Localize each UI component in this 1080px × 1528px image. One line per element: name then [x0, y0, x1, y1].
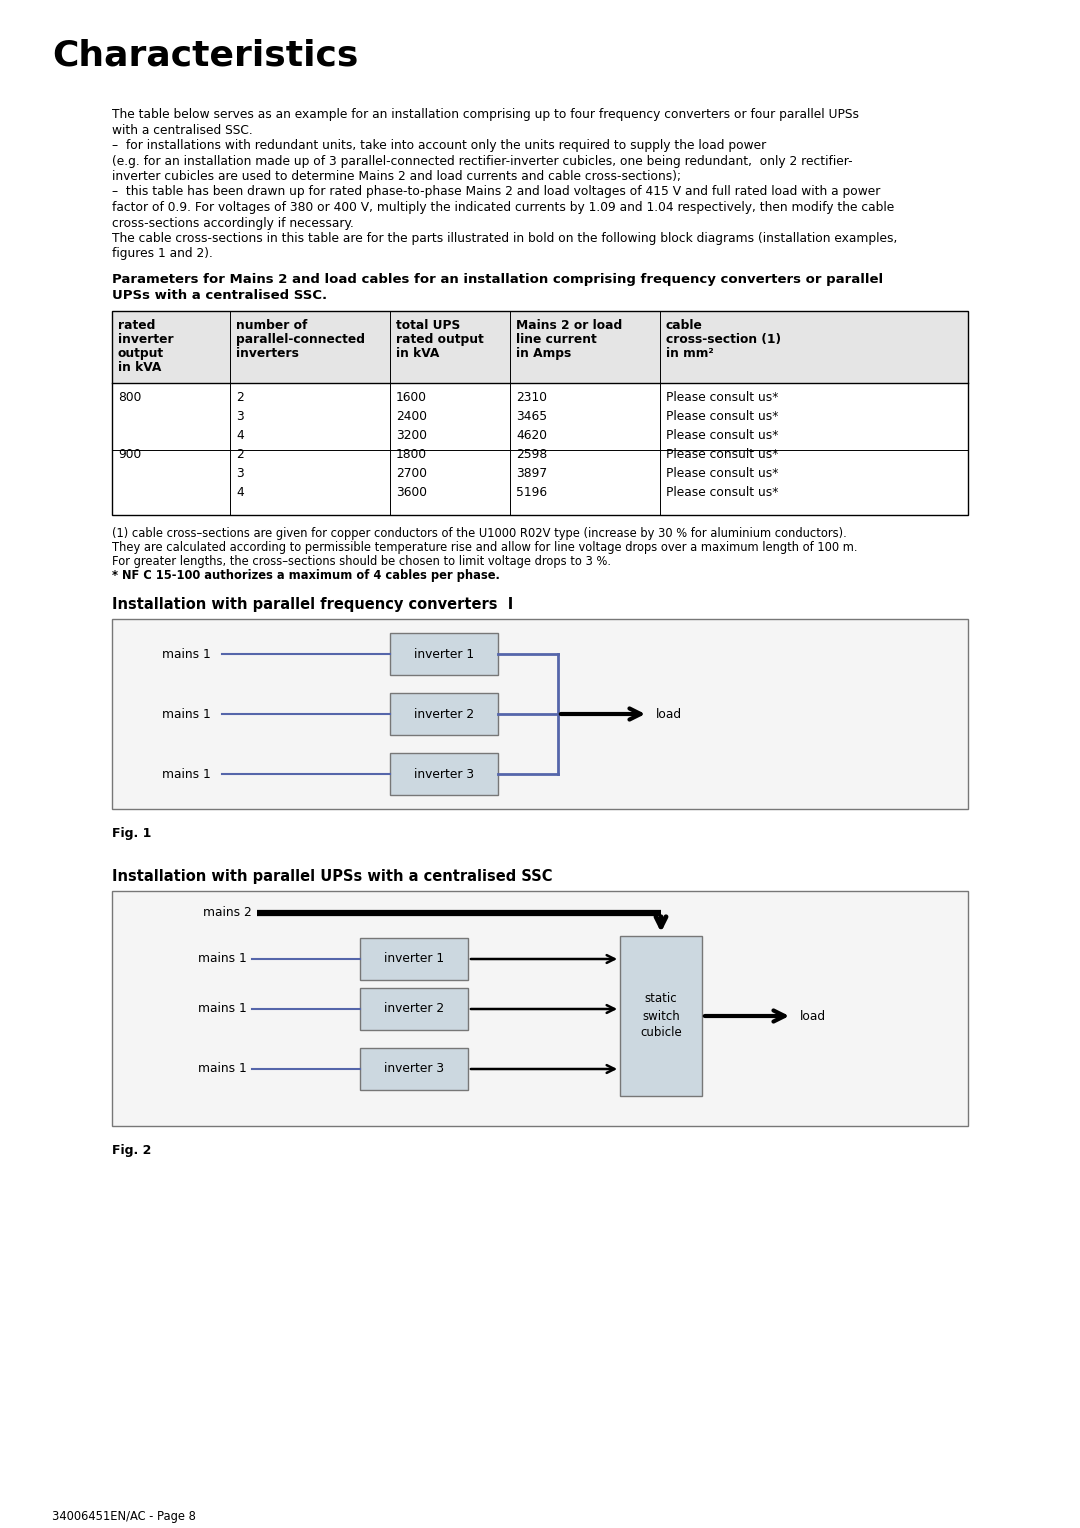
Text: Parameters for Mains 2 and load cables for an installation comprising frequency : Parameters for Mains 2 and load cables f… [112, 274, 883, 286]
Text: number of: number of [237, 319, 308, 332]
Text: Please consult us*: Please consult us* [666, 468, 779, 480]
Text: 3: 3 [237, 410, 244, 423]
Text: inverter 1: inverter 1 [383, 952, 444, 966]
Text: in mm²: in mm² [666, 347, 714, 361]
Text: factor of 0.9. For voltages of 380 or 400 V, multiply the indicated currents by : factor of 0.9. For voltages of 380 or 40… [112, 202, 894, 214]
Text: The table below serves as an example for an installation comprising up to four f: The table below serves as an example for… [112, 108, 859, 121]
Text: inverter: inverter [118, 333, 174, 345]
Text: 2310: 2310 [516, 391, 546, 403]
Text: 3897: 3897 [516, 468, 548, 480]
Text: inverter 2: inverter 2 [383, 1002, 444, 1016]
Bar [390, 694, 498, 735]
Bar [360, 938, 468, 979]
Text: Please consult us*: Please consult us* [666, 391, 779, 403]
Bar [620, 937, 702, 1096]
Text: Installation with parallel frequency converters  I: Installation with parallel frequency con… [112, 597, 513, 613]
Bar [112, 312, 968, 384]
Text: in Amps: in Amps [516, 347, 571, 361]
Text: 900: 900 [118, 448, 141, 461]
Text: Installation with parallel UPSs with a centralised SSC: Installation with parallel UPSs with a c… [112, 869, 553, 885]
Text: 1800: 1800 [396, 448, 427, 461]
Text: figures 1 and 2).: figures 1 and 2). [112, 248, 213, 260]
Text: 34006451EN/AC - Page 8: 34006451EN/AC - Page 8 [52, 1510, 195, 1523]
Text: cross-sections accordingly if necessary.: cross-sections accordingly if necessary. [112, 217, 354, 229]
Text: rated: rated [118, 319, 156, 332]
Text: mains 1: mains 1 [199, 1002, 247, 1016]
Text: 2400: 2400 [396, 410, 427, 423]
Text: (1) cable cross–sections are given for copper conductors of the U1000 R02V type : (1) cable cross–sections are given for c… [112, 527, 847, 539]
Text: 2598: 2598 [516, 448, 548, 461]
Text: Fig. 1: Fig. 1 [112, 827, 151, 840]
Text: inverter 3: inverter 3 [383, 1062, 444, 1076]
Text: cross-section (1): cross-section (1) [666, 333, 781, 345]
Text: 2700: 2700 [396, 468, 427, 480]
Bar [112, 619, 968, 808]
Text: parallel-connected: parallel-connected [237, 333, 365, 345]
Text: static
switch
cubicle: static switch cubicle [640, 993, 681, 1039]
Text: 3465: 3465 [516, 410, 548, 423]
Text: Please consult us*: Please consult us* [666, 429, 779, 442]
Text: 4: 4 [237, 429, 244, 442]
Text: inverters: inverters [237, 347, 299, 361]
Text: mains 1: mains 1 [162, 648, 211, 660]
Text: –  this table has been drawn up for rated phase-to-phase Mains 2 and load voltag: – this table has been drawn up for rated… [112, 185, 880, 199]
Text: mains 1: mains 1 [162, 707, 211, 721]
Text: 2: 2 [237, 391, 244, 403]
Text: load: load [800, 1010, 826, 1022]
Text: They are calculated according to permissible temperature rise and allow for line: They are calculated according to permiss… [112, 541, 858, 555]
Text: mains 1: mains 1 [199, 952, 247, 966]
Text: Mains 2 or load: Mains 2 or load [516, 319, 622, 332]
Text: inverter cubicles are used to determine Mains 2 and load currents and cable cros: inverter cubicles are used to determine … [112, 170, 681, 183]
Bar [360, 1048, 468, 1089]
Text: Characteristics: Characteristics [52, 38, 359, 72]
Text: 3600: 3600 [396, 486, 427, 500]
Text: total UPS: total UPS [396, 319, 460, 332]
Text: Fig. 2: Fig. 2 [112, 1144, 151, 1157]
Bar [360, 989, 468, 1030]
Text: 800: 800 [118, 391, 141, 403]
Text: in kVA: in kVA [396, 347, 440, 361]
Text: (e.g. for an installation made up of 3 parallel-connected rectifier-inverter cub: (e.g. for an installation made up of 3 p… [112, 154, 852, 168]
Text: mains 2: mains 2 [203, 906, 252, 920]
Text: load: load [656, 707, 683, 721]
Text: mains 1: mains 1 [162, 767, 211, 781]
Bar [390, 753, 498, 795]
Text: For greater lengths, the cross–sections should be chosen to limit voltage drops : For greater lengths, the cross–sections … [112, 555, 611, 568]
Text: 3200: 3200 [396, 429, 427, 442]
Text: Please consult us*: Please consult us* [666, 486, 779, 500]
Text: 1600: 1600 [396, 391, 427, 403]
Text: with a centralised SSC.: with a centralised SSC. [112, 124, 253, 136]
Text: inverter 1: inverter 1 [414, 648, 474, 660]
Text: Please consult us*: Please consult us* [666, 410, 779, 423]
Bar [112, 891, 968, 1126]
Text: Please consult us*: Please consult us* [666, 448, 779, 461]
Bar [112, 312, 968, 515]
Text: 4620: 4620 [516, 429, 546, 442]
Text: in kVA: in kVA [118, 361, 161, 374]
Text: inverter 2: inverter 2 [414, 707, 474, 721]
Text: rated output: rated output [396, 333, 484, 345]
Text: cable: cable [666, 319, 703, 332]
Text: output: output [118, 347, 164, 361]
Text: UPSs with a centralised SSC.: UPSs with a centralised SSC. [112, 289, 327, 303]
Text: 5196: 5196 [516, 486, 548, 500]
Text: 3: 3 [237, 468, 244, 480]
Bar [390, 633, 498, 675]
Text: –  for installations with redundant units, take into account only the units requ: – for installations with redundant units… [112, 139, 766, 151]
Text: mains 1: mains 1 [199, 1062, 247, 1076]
Text: line current: line current [516, 333, 597, 345]
Text: inverter 3: inverter 3 [414, 767, 474, 781]
Text: * NF C 15-100 authorizes a maximum of 4 cables per phase.: * NF C 15-100 authorizes a maximum of 4 … [112, 568, 500, 582]
Text: The cable cross-sections in this table are for the parts illustrated in bold on : The cable cross-sections in this table a… [112, 232, 897, 244]
Text: 2: 2 [237, 448, 244, 461]
Text: 4: 4 [237, 486, 244, 500]
